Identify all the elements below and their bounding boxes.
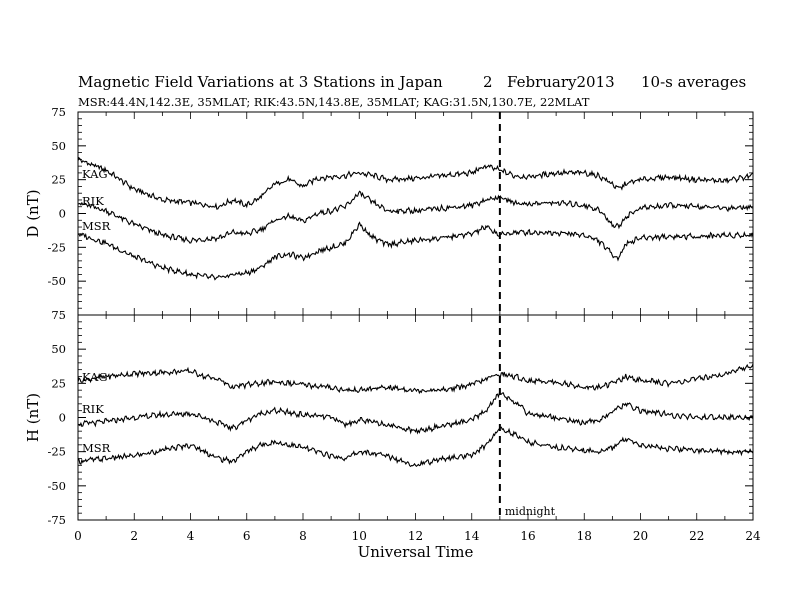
series-label-msr: MSR (82, 441, 111, 455)
y-tick-label: -25 (47, 445, 66, 459)
bottom-panel-frame (77, 314, 754, 521)
series-line-msr (77, 426, 754, 468)
series-line-rik (77, 392, 754, 435)
x-tick-label: 12 (408, 529, 423, 543)
y-tick-label: 0 (59, 411, 66, 425)
y-tick-label: -50 (47, 274, 66, 288)
x-tick-label: 10 (352, 529, 367, 543)
x-tick-label: 2 (130, 529, 138, 543)
series-label-rik: RIK (82, 194, 104, 208)
y-tick-label: 75 (51, 308, 66, 322)
x-tick-label: 20 (633, 529, 648, 543)
y-tick-label: 25 (51, 173, 66, 187)
bottom-panel-h: 75 50 25 0 -25 -50 -75 KAG RIK MSR (47, 308, 754, 527)
y-tick-label: -25 (47, 240, 66, 254)
x-axis: 0 2 4 6 8 10 12 14 16 18 20 22 24 (74, 529, 761, 543)
series-label-msr: MSR (82, 219, 111, 233)
x-tick-label: 6 (243, 529, 251, 543)
y-tick-label: 50 (51, 139, 66, 153)
y-tick-label: 25 (51, 376, 66, 390)
series-line-msr (77, 221, 754, 281)
series-line-kag (77, 363, 754, 395)
series-line-kag (77, 156, 754, 210)
x-tick-label: 8 (299, 529, 307, 543)
x-tick-label: 14 (464, 529, 480, 543)
x-tick-label: 22 (689, 529, 704, 543)
x-tick-label: 24 (745, 529, 761, 543)
x-tick-label: 0 (74, 529, 82, 543)
series-line-rik (77, 190, 754, 244)
x-tick-label: 4 (187, 529, 195, 543)
y-axis-label-d: D (nT) (24, 189, 42, 237)
top-panel-d: 75 50 25 0 -25 -50 KAG RIK MSR (47, 105, 754, 316)
x-axis-label: Universal Time (358, 543, 474, 561)
y-axis-label-h: H (nT) (24, 393, 42, 442)
top-panel-frame (77, 111, 754, 316)
y-tick-label: -50 (47, 479, 66, 493)
chart-day: 2 (483, 73, 493, 91)
chart-averaging: 10-s averages (641, 73, 746, 91)
series-label-rik: RIK (82, 402, 104, 416)
midnight-label: midnight (505, 505, 556, 518)
x-tick-label: 18 (577, 529, 592, 543)
y-tick-label: 50 (51, 342, 66, 356)
y-tick-label: 0 (59, 207, 66, 221)
chart-title: Magnetic Field Variations at 3 Stations … (78, 73, 443, 91)
series-label-kag: KAG (82, 167, 108, 181)
chart-month-year: February2013 (507, 73, 615, 91)
y-tick-label: 75 (51, 105, 66, 119)
x-tick-label: 16 (520, 529, 535, 543)
y-tick-label: -75 (47, 513, 66, 527)
station-coordinates: MSR:44.4N,142.3E, 35MLAT; RIK:43.5N,143.… (78, 95, 590, 109)
chart-header: Magnetic Field Variations at 3 Stations … (78, 73, 746, 109)
series-label-kag: KAG (82, 370, 108, 384)
